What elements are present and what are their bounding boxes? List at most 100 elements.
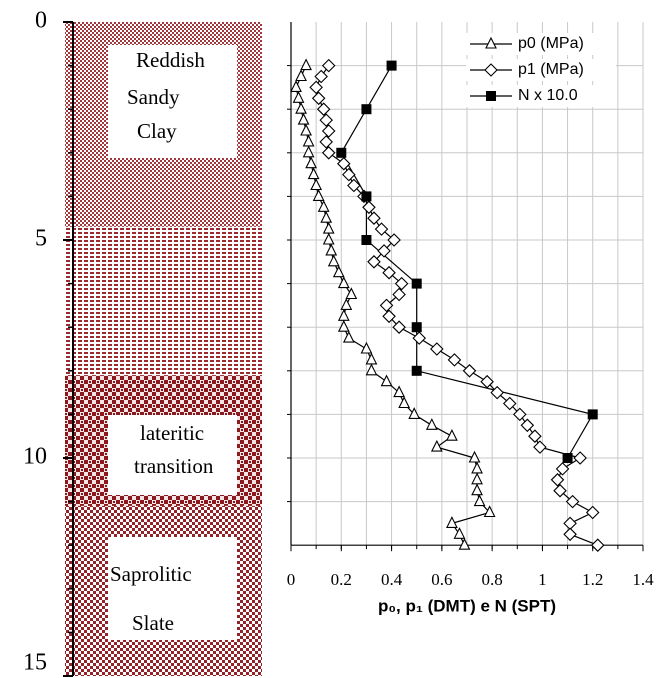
data-point [322, 221, 335, 234]
y-tick-label: 5 [35, 226, 47, 252]
data-point [322, 232, 335, 245]
x-tick-label: 0.8 [482, 570, 503, 589]
legend-label: p0 (MPa) [518, 35, 584, 52]
layer-label: lateritic [140, 421, 204, 445]
data-point [336, 147, 347, 158]
data-point [310, 178, 323, 191]
dmt-plot: 0 0.2 0.4 0.6 0.8 1 1.2 1.4 p₀, p₁ (DMT) e N (SP… [287, 22, 654, 616]
data-point [342, 167, 356, 182]
data-point [453, 527, 466, 539]
data-point [553, 483, 567, 498]
data-point [295, 101, 307, 114]
layer-label: transition [134, 454, 214, 478]
y-tick-label: 15 [23, 650, 47, 676]
data-point [345, 287, 358, 300]
legend-marker [485, 36, 497, 49]
data-point [347, 178, 361, 193]
legend-bg [466, 85, 616, 107]
data-point [321, 58, 336, 73]
data-point [565, 494, 580, 509]
x-tick-label: 1.2 [582, 570, 603, 589]
data-point [411, 365, 422, 376]
x-tick-label: 0.2 [331, 570, 352, 589]
data-point [392, 320, 406, 334]
data-point [332, 265, 345, 278]
data-point [446, 516, 458, 528]
label-box [108, 537, 237, 640]
data-point [377, 244, 391, 258]
data-point [412, 331, 427, 345]
data-point [309, 80, 323, 95]
data-point [302, 145, 315, 158]
data-point [587, 409, 598, 420]
data-point [590, 538, 605, 552]
data-point [337, 309, 350, 321]
data-point [316, 102, 331, 116]
data-point [468, 450, 481, 463]
data-point [387, 233, 401, 247]
data-point [367, 211, 381, 225]
data-point [337, 156, 351, 171]
data-point [430, 342, 444, 356]
x-tick-label: 0 [287, 570, 296, 589]
data-point [382, 309, 396, 324]
data-point [362, 200, 376, 215]
y-tick-label: 10 [23, 444, 47, 470]
data-point [300, 58, 312, 71]
data-point [471, 472, 483, 485]
series-line [340, 65, 594, 459]
data-point [367, 255, 381, 269]
data-point [411, 278, 422, 289]
data-point [394, 276, 409, 291]
data-point [337, 319, 350, 332]
x-tick-label: 1.4 [632, 570, 654, 589]
data-point [382, 265, 396, 280]
x-axis-label: p₀, p₁ (DMT) e N (SPT) [378, 597, 556, 616]
data-point [533, 440, 547, 454]
data-point [374, 222, 389, 236]
data-point [462, 364, 477, 378]
legend-bg [466, 59, 616, 81]
data-point [307, 167, 320, 180]
data-point [292, 91, 305, 103]
legend-marker [486, 91, 496, 101]
data-point [312, 189, 325, 201]
data-point [520, 418, 535, 433]
layer-label: Sandy [127, 85, 180, 109]
series-line [315, 65, 598, 546]
data-point [386, 60, 397, 71]
data-point [319, 135, 333, 149]
data-point [325, 243, 338, 256]
data-point [502, 396, 517, 411]
data-point [430, 439, 443, 452]
data-point [342, 330, 355, 343]
data-point [447, 353, 462, 367]
data-point [471, 461, 483, 474]
layer-label: Reddish [136, 48, 205, 72]
x-tick-label: 0.4 [381, 570, 403, 589]
data-point [361, 235, 372, 245]
data-point [411, 322, 422, 333]
legend-bg [466, 33, 616, 55]
legend-marker [484, 63, 498, 77]
data-point [393, 385, 406, 398]
data-point [562, 453, 573, 463]
data-point [365, 352, 378, 365]
data-point [585, 505, 600, 520]
data-point [446, 428, 458, 441]
data-point [379, 298, 394, 313]
data-point [297, 112, 310, 125]
data-point [321, 146, 336, 160]
data-point [425, 418, 438, 430]
x-tick-label: 1 [538, 570, 547, 589]
data-point [458, 537, 471, 550]
data-point [360, 341, 373, 354]
y-tick-label: 0 [35, 8, 47, 34]
soil-layer [65, 226, 262, 376]
data-point [380, 374, 393, 387]
data-point [555, 462, 570, 476]
data-point [365, 363, 378, 376]
data-point [480, 374, 494, 389]
legend-label: N x 10.0 [518, 87, 578, 104]
